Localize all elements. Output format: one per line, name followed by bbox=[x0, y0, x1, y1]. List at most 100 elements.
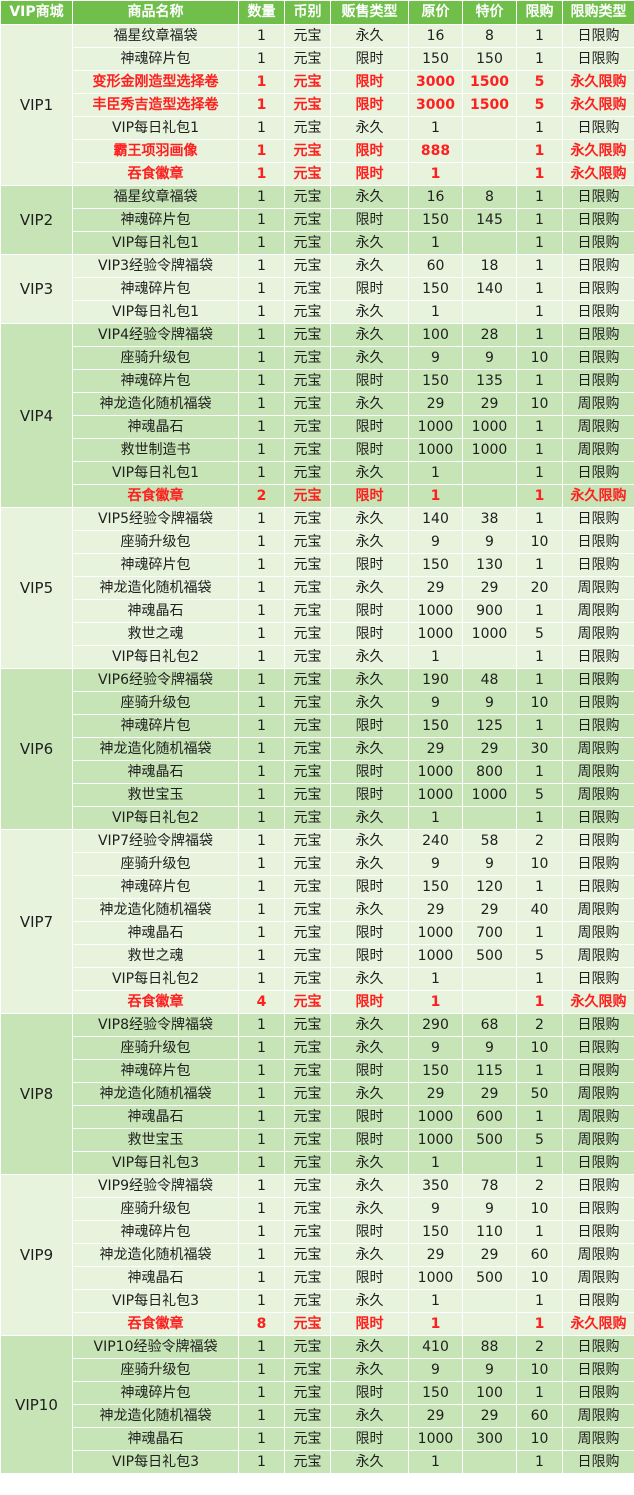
cell-currency: 元宝 bbox=[284, 438, 331, 462]
cell-special-price: 68 bbox=[462, 1013, 517, 1037]
cell-item-name: 变形金刚造型选择卷 bbox=[72, 70, 239, 94]
cell-quantity: 1 bbox=[238, 668, 285, 692]
cell-quantity: 4 bbox=[238, 990, 285, 1014]
cell-sale-type: 限时 bbox=[330, 484, 409, 508]
cell-sale-type: 限时 bbox=[330, 47, 409, 71]
cell-purchase-limit: 1 bbox=[516, 1289, 563, 1313]
table-row: VIP2 福星纹章福袋 1 元宝 永久 16 8 1 日限购 bbox=[0, 185, 634, 255]
table-row: 座骑升级包 1 元宝 永久 9 9 10 日限购 bbox=[1, 1197, 634, 1221]
cell-sale-type: 永久 bbox=[330, 1450, 409, 1474]
table-row: 救世宝玉 1 元宝 限时 1000 500 5 周限购 bbox=[1, 1128, 634, 1152]
cell-original-price: 9 bbox=[408, 691, 463, 715]
cell-purchase-limit: 1 bbox=[516, 277, 563, 301]
cell-special-price: 120 bbox=[462, 875, 517, 899]
cell-original-price: 150 bbox=[408, 875, 463, 899]
cell-item-name: 神魂晶石 bbox=[72, 415, 239, 439]
cell-item-name: 救世之魂 bbox=[72, 622, 239, 646]
cell-purchase-limit: 1 bbox=[516, 1220, 563, 1244]
cell-sale-type: 限时 bbox=[330, 1105, 409, 1129]
cell-purchase-limit: 40 bbox=[516, 898, 563, 922]
cell-original-price: 29 bbox=[408, 1404, 463, 1428]
cell-original-price: 9 bbox=[408, 346, 463, 370]
cell-item-name: VIP9经验令牌福袋 bbox=[72, 1174, 239, 1198]
cell-currency: 元宝 bbox=[284, 1174, 331, 1198]
cell-quantity: 1 bbox=[238, 415, 285, 439]
cell-special-price: 800 bbox=[462, 760, 517, 784]
cell-purchase-limit: 5 bbox=[516, 70, 563, 94]
table-row: 神魂晶石 1 元宝 限时 1000 900 1 周限购 bbox=[1, 599, 634, 623]
cell-special-price: 110 bbox=[462, 1220, 517, 1244]
cell-limit-type: 周限购 bbox=[562, 576, 634, 600]
cell-special-price: 48 bbox=[462, 668, 517, 692]
cell-purchase-limit: 1 bbox=[516, 668, 563, 692]
cell-item-name: 神龙造化随机福袋 bbox=[72, 1082, 239, 1106]
cell-purchase-limit: 1 bbox=[516, 990, 563, 1014]
cell-item-name: 神龙造化随机福袋 bbox=[72, 737, 239, 761]
cell-original-price: 1000 bbox=[408, 622, 463, 646]
cell-item-name: VIP4经验令牌福袋 bbox=[72, 323, 239, 347]
cell-quantity: 1 bbox=[238, 1220, 285, 1244]
header-sale-type: 贩售类型 bbox=[330, 0, 409, 25]
cell-purchase-limit: 10 bbox=[516, 1358, 563, 1382]
cell-currency: 元宝 bbox=[284, 944, 331, 968]
cell-quantity: 1 bbox=[238, 1174, 285, 1198]
cell-original-price: 29 bbox=[408, 898, 463, 922]
header-quantity: 数量 bbox=[238, 0, 285, 25]
cell-special-price bbox=[462, 461, 517, 485]
vip-level-cell: VIP6 bbox=[0, 668, 73, 830]
cell-original-price: 140 bbox=[408, 507, 463, 531]
cell-item-name: VIP每日礼包2 bbox=[72, 645, 239, 669]
table-row: VIP7 VIP7经验令牌福袋 1 元宝 永久 240 58 2 日限购 bbox=[0, 829, 634, 1014]
cell-original-price: 1000 bbox=[408, 783, 463, 807]
table-row: 神龙造化随机福袋 1 元宝 永久 29 29 10 周限购 bbox=[1, 392, 634, 416]
cell-item-name: 救世之魂 bbox=[72, 944, 239, 968]
cell-original-price: 1000 bbox=[408, 415, 463, 439]
cell-quantity: 1 bbox=[238, 162, 285, 186]
table-row: VIP1 福星纹章福袋 1 元宝 永久 16 8 1 日限购 bbox=[0, 24, 634, 186]
cell-purchase-limit: 10 bbox=[516, 691, 563, 715]
table-row: 座骑升级包 1 元宝 永久 9 9 10 日限购 bbox=[1, 852, 634, 876]
cell-limit-type: 周限购 bbox=[562, 415, 634, 439]
cell-sale-type: 永久 bbox=[330, 1197, 409, 1221]
cell-special-price bbox=[462, 1151, 517, 1175]
cell-sale-type: 永久 bbox=[330, 231, 409, 255]
cell-special-price bbox=[462, 967, 517, 991]
cell-quantity: 1 bbox=[238, 185, 285, 209]
cell-original-price: 3000 bbox=[408, 70, 463, 94]
cell-sale-type: 永久 bbox=[330, 323, 409, 347]
cell-sale-type: 永久 bbox=[330, 1036, 409, 1060]
cell-sale-type: 限时 bbox=[330, 1128, 409, 1152]
cell-currency: 元宝 bbox=[284, 1059, 331, 1083]
cell-limit-type: 周限购 bbox=[562, 760, 634, 784]
cell-item-name: 神魂碎片包 bbox=[72, 277, 239, 301]
cell-item-name: 神魂晶石 bbox=[72, 1427, 239, 1451]
cell-currency: 元宝 bbox=[284, 1082, 331, 1106]
cell-original-price: 100 bbox=[408, 323, 463, 347]
header-row: VIP商城 商品名称 数量 币别 贩售类型 原价 特价 限购 限购类型 bbox=[0, 0, 634, 25]
cell-purchase-limit: 10 bbox=[516, 1266, 563, 1290]
table-row: 神魂碎片包 1 元宝 限时 150 140 1 日限购 bbox=[1, 277, 634, 301]
cell-original-price: 9 bbox=[408, 1358, 463, 1382]
cell-sale-type: 永久 bbox=[330, 829, 409, 853]
cell-item-name: VIP每日礼包2 bbox=[72, 806, 239, 830]
cell-quantity: 1 bbox=[238, 70, 285, 94]
cell-currency: 元宝 bbox=[284, 783, 331, 807]
cell-currency: 元宝 bbox=[284, 1243, 331, 1267]
cell-original-price: 1000 bbox=[408, 438, 463, 462]
cell-limit-type: 日限购 bbox=[562, 829, 634, 853]
cell-quantity: 1 bbox=[238, 714, 285, 738]
cell-purchase-limit: 1 bbox=[516, 162, 563, 186]
cell-purchase-limit: 1 bbox=[516, 116, 563, 140]
table-row: 神魂晶石 1 元宝 限时 1000 500 10 周限购 bbox=[1, 1266, 634, 1290]
cell-limit-type: 日限购 bbox=[562, 1174, 634, 1198]
cell-special-price: 58 bbox=[462, 829, 517, 853]
cell-original-price: 3000 bbox=[408, 93, 463, 117]
vip-level-cell: VIP5 bbox=[0, 507, 73, 669]
cell-currency: 元宝 bbox=[284, 530, 331, 554]
cell-quantity: 1 bbox=[238, 369, 285, 393]
cell-sale-type: 限时 bbox=[330, 369, 409, 393]
cell-quantity: 1 bbox=[238, 1289, 285, 1313]
cell-currency: 元宝 bbox=[284, 1128, 331, 1152]
cell-currency: 元宝 bbox=[284, 1312, 331, 1336]
